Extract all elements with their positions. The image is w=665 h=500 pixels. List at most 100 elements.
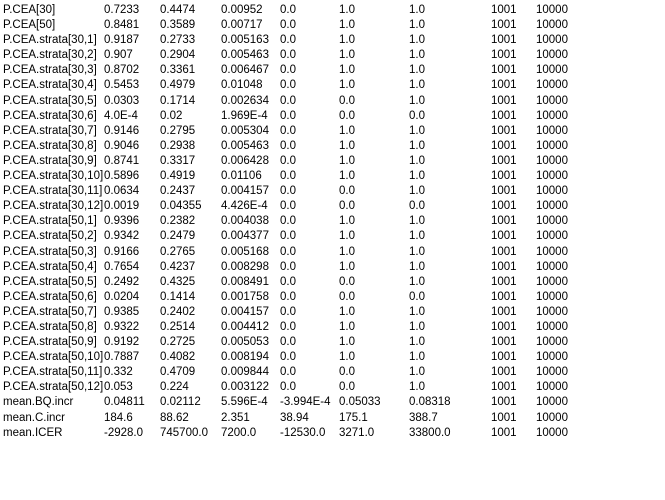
median-cell: 1.0 [339, 79, 355, 92]
lower-quantile-cell: 0.0 [280, 170, 296, 183]
lower-quantile-cell: 0.0 [280, 154, 296, 167]
node-name-cell: P.CEA.strata[50,12] [3, 381, 104, 394]
sd-cell: 0.2795 [160, 124, 196, 137]
table-row: mean.ICER -2928.0 745700.0 7200.0 -12530.0 32… [3, 426, 596, 441]
upper-quantile-cell: 1.0 [409, 275, 425, 288]
node-name-cell: P.CEA.strata[50,5] [3, 275, 97, 288]
median-cell: 0.05033 [339, 396, 381, 409]
start-cell: 1001 [491, 245, 517, 258]
upper-quantile-cell: 1.0 [409, 336, 425, 349]
median-cell: 1.0 [339, 260, 355, 273]
start-cell: 1001 [491, 34, 517, 47]
median-cell: 0.0 [339, 290, 355, 303]
table-row: P.CEA.strata[50,12] 0.053 0.224 0.003122 0.0… [3, 380, 596, 395]
mean-cell: -2928.0 [104, 426, 144, 439]
lower-quantile-cell: -12530.0 [280, 426, 326, 439]
upper-quantile-cell: 1.0 [409, 351, 425, 364]
start-cell: 1001 [491, 275, 517, 288]
node-name-cell: P.CEA.strata[50,3] [3, 245, 97, 258]
sd-cell: 0.02112 [160, 396, 201, 409]
node-name-cell: P.CEA.strata[50,4] [3, 260, 97, 273]
sd-cell: 0.4474 [160, 4, 196, 16]
mc-error-cell: 0.005463 [221, 49, 269, 62]
sd-cell: 0.4979 [160, 79, 196, 92]
start-cell: 1001 [491, 426, 517, 439]
sample-cell: 10000 [536, 366, 568, 379]
upper-quantile-cell: 1.0 [409, 124, 425, 137]
upper-quantile-cell: 0.08318 [409, 396, 451, 409]
start-cell: 1001 [491, 230, 517, 243]
median-cell: 1.0 [339, 336, 355, 349]
mean-cell: 0.7233 [104, 4, 140, 16]
node-name-cell: mean.ICER [3, 426, 63, 439]
median-cell: 1.0 [339, 215, 355, 228]
mean-cell: 0.9192 [104, 336, 140, 349]
mc-error-cell: 0.004038 [221, 215, 269, 228]
sd-cell: 0.4709 [160, 366, 196, 379]
median-cell: 1.0 [339, 124, 355, 137]
mean-cell: 0.0303 [104, 94, 140, 107]
node-name-cell: P.CEA.strata[50,1] [3, 215, 97, 228]
sd-cell: 0.2904 [160, 49, 196, 62]
start-cell: 1001 [491, 215, 517, 228]
mean-cell: 0.0019 [104, 200, 140, 213]
median-cell: 1.0 [339, 351, 355, 364]
sample-cell: 10000 [536, 411, 568, 424]
mc-error-cell: 7200.0 [221, 426, 257, 439]
start-cell: 1001 [491, 396, 517, 409]
sd-cell: 0.2382 [160, 215, 196, 228]
median-cell: 1.0 [339, 305, 355, 318]
lower-quantile-cell: 0.0 [280, 381, 296, 394]
start-cell: 1001 [491, 366, 517, 379]
median-cell: 1.0 [339, 245, 355, 258]
mc-error-cell: 0.01106 [221, 170, 262, 183]
mc-error-cell: 1.969E-4 [221, 109, 268, 122]
node-statistics-table: P.CEA[30] 0.7233 0.4474 0.00952 0.0 1.0 1.0 100… [3, 3, 596, 441]
start-cell: 1001 [491, 411, 517, 424]
node-name-cell: P.CEA.strata[30,8] [3, 139, 97, 152]
mc-error-cell: 0.008194 [221, 351, 269, 364]
sd-cell: 0.3589 [160, 19, 196, 32]
mean-cell: 184.6 [104, 411, 133, 424]
table-row: mean.C.incr 184.6 88.62 2.351 38.94 175.1 388.… [3, 411, 596, 426]
table-row: P.CEA.strata[30,11] 0.0634 0.2437 0.004157 0… [3, 184, 596, 199]
start-cell: 1001 [491, 290, 517, 303]
node-name-cell: P.CEA.strata[30,3] [3, 64, 97, 77]
upper-quantile-cell: 1.0 [409, 64, 425, 77]
sample-cell: 10000 [536, 124, 568, 137]
mean-cell: 0.9046 [104, 139, 140, 152]
mean-cell: 0.0634 [104, 185, 140, 198]
upper-quantile-cell: 1.0 [409, 230, 425, 243]
start-cell: 1001 [491, 351, 517, 364]
start-cell: 1001 [491, 139, 517, 152]
table-row: P.CEA.strata[30,10] 0.5896 0.4919 0.01106 0.… [3, 169, 596, 184]
table-row: P.CEA.strata[30,6] 4.0E-4 0.02 1.969E-4 0.0 0… [3, 109, 596, 124]
median-cell: 1.0 [339, 64, 355, 77]
mc-error-cell: 0.005053 [221, 336, 269, 349]
lower-quantile-cell: 0.0 [280, 124, 296, 137]
mc-error-cell: 0.004412 [221, 320, 269, 333]
start-cell: 1001 [491, 170, 517, 183]
mc-error-cell: 0.005163 [221, 34, 269, 47]
sample-cell: 10000 [536, 275, 568, 288]
mc-error-cell: 5.596E-4 [221, 396, 268, 409]
sample-cell: 10000 [536, 19, 568, 32]
mc-error-cell: 0.008298 [221, 260, 269, 273]
mean-cell: 0.053 [104, 381, 133, 394]
sd-cell: 0.02 [160, 109, 183, 122]
lower-quantile-cell: 0.0 [280, 79, 296, 92]
node-name-cell: P.CEA.strata[50,6] [3, 290, 97, 303]
lower-quantile-cell: 0.0 [280, 260, 296, 273]
upper-quantile-cell: 1.0 [409, 154, 425, 167]
sd-cell: 0.2437 [160, 185, 196, 198]
start-cell: 1001 [491, 320, 517, 333]
mean-cell: 0.5453 [104, 79, 140, 92]
mc-error-cell: 0.009844 [221, 366, 269, 379]
median-cell: 1.0 [339, 139, 355, 152]
upper-quantile-cell: 0.0 [409, 109, 425, 122]
sd-cell: 0.2514 [160, 320, 196, 333]
sample-cell: 10000 [536, 245, 568, 258]
node-name-cell: P.CEA[30] [3, 4, 56, 16]
mc-error-cell: 0.005304 [221, 124, 269, 137]
table-row: mean.BQ.incr 0.04811 0.02112 5.596E-4 -3.994… [3, 395, 596, 410]
